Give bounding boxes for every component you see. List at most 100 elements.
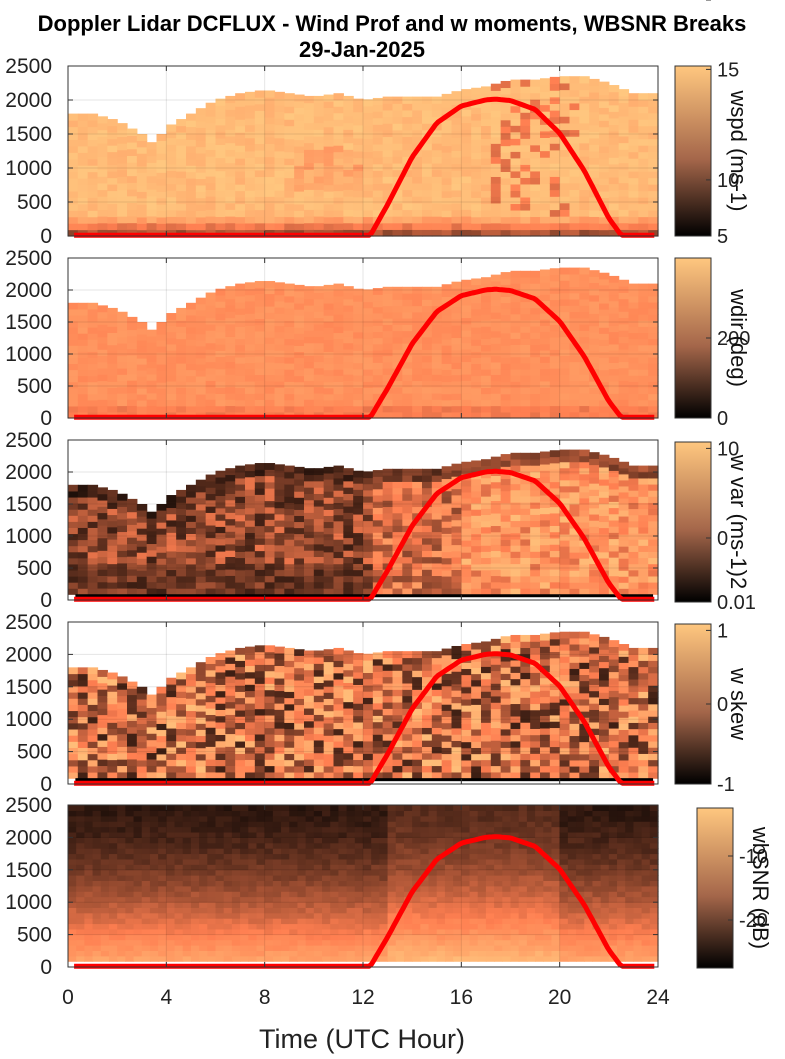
heatmap-cell — [490, 727, 502, 735]
heatmap-cell — [402, 752, 413, 760]
heatmap-cell — [441, 648, 453, 656]
heatmap-cell — [225, 499, 236, 507]
heatmap-cell — [117, 759, 128, 767]
heatmap-cell — [392, 156, 403, 164]
heatmap-cell — [638, 405, 649, 413]
heatmap-cell — [343, 663, 354, 671]
heatmap-cell — [481, 118, 492, 127]
heatmap-cell — [205, 136, 217, 144]
heatmap-cell — [254, 525, 266, 533]
heatmap-cell — [372, 229, 384, 237]
heatmap-cell — [313, 189, 325, 197]
heatmap-cell — [422, 330, 433, 338]
heatmap-cell — [549, 689, 561, 697]
heatmap-cell — [117, 569, 128, 576]
heatmap-cell — [549, 411, 561, 419]
heatmap-cell — [225, 109, 236, 117]
heatmap-cell — [530, 747, 541, 754]
heatmap-cell — [441, 466, 453, 473]
heatmap-cell — [589, 569, 600, 577]
heatmap-cell — [274, 368, 285, 376]
heatmap-cell — [392, 531, 403, 539]
heatmap-cell — [599, 302, 610, 310]
heatmap-cell — [215, 118, 226, 126]
heatmap-cell — [284, 709, 295, 717]
heatmap-cell — [569, 162, 580, 171]
heatmap-cell — [97, 136, 108, 144]
heatmap-cell — [540, 519, 551, 527]
heatmap-cell — [500, 660, 512, 668]
heatmap-cell — [422, 393, 433, 400]
heatmap-cell — [205, 656, 217, 664]
heatmap-cell — [382, 336, 394, 344]
heatmap-cell — [599, 527, 610, 535]
heatmap-cell — [422, 663, 433, 671]
heatmap-cell — [166, 569, 177, 577]
heatmap-cell — [97, 392, 108, 400]
heatmap-cell — [471, 411, 482, 419]
heatmap-cell — [186, 375, 197, 383]
heatmap-cell — [510, 411, 521, 419]
heatmap-cell — [540, 399, 551, 407]
heatmap-cell — [372, 556, 384, 564]
heatmap-cell — [608, 399, 620, 407]
heatmap-cell — [77, 679, 89, 687]
heatmap-cell — [274, 209, 285, 217]
heatmap-cell — [628, 569, 639, 577]
heatmap-cell — [481, 289, 492, 297]
heatmap-cell — [87, 515, 99, 522]
heatmap-cell — [353, 709, 364, 717]
heatmap-cell — [235, 184, 246, 192]
heatmap-cell — [353, 588, 364, 595]
heatmap-cell — [638, 502, 649, 510]
heatmap-cell — [412, 299, 423, 307]
heatmap-cell — [254, 176, 266, 184]
heatmap-cell — [569, 182, 580, 190]
heatmap-cell — [205, 739, 217, 747]
heatmap-cell — [579, 189, 590, 197]
heatmap-cell — [608, 387, 620, 394]
heatmap-cell — [608, 380, 620, 388]
heatmap-cell — [156, 153, 167, 161]
heatmap-cell — [579, 711, 590, 718]
heatmap-cell — [520, 520, 531, 528]
heatmap-cell — [176, 344, 187, 352]
heatmap-cell — [451, 575, 462, 583]
heatmap-cell — [195, 114, 207, 122]
heatmap-cell — [343, 480, 354, 488]
heatmap-cell — [68, 171, 79, 179]
heatmap-cell — [510, 588, 521, 595]
heatmap-cell — [500, 332, 512, 340]
heatmap-cell — [304, 714, 315, 722]
heatmap-cell — [540, 677, 551, 685]
heatmap-cell — [304, 480, 315, 488]
y-tick-label: 500 — [17, 557, 52, 580]
heatmap-cell — [294, 165, 305, 173]
heatmap-cell — [205, 474, 217, 482]
heatmap-cell — [431, 556, 443, 564]
heatmap-cell — [245, 709, 256, 717]
heatmap-cell — [294, 387, 305, 395]
heatmap-cell — [559, 467, 571, 475]
heatmap-cell — [549, 149, 561, 158]
heatmap-cell — [579, 273, 590, 281]
heatmap-cell — [304, 292, 315, 300]
heatmap-cell — [77, 747, 89, 755]
heatmap-cell — [422, 752, 433, 760]
heatmap-cell — [136, 759, 148, 767]
heatmap-cell — [333, 405, 344, 413]
heatmap-cell — [481, 350, 492, 358]
heatmap-cell — [579, 298, 590, 306]
heatmap-cell — [156, 388, 167, 395]
heatmap-cell — [540, 325, 551, 332]
heatmap-cell — [264, 759, 276, 767]
heatmap-cell — [68, 223, 79, 231]
heatmap-cell — [77, 132, 89, 140]
heatmap-cell — [481, 471, 492, 479]
heatmap-cell — [195, 497, 207, 505]
heatmap-cell — [245, 331, 256, 339]
heatmap-cell — [372, 677, 384, 685]
heatmap-cell — [205, 569, 217, 576]
heatmap-cell — [343, 720, 354, 728]
heatmap-cell — [569, 305, 580, 313]
